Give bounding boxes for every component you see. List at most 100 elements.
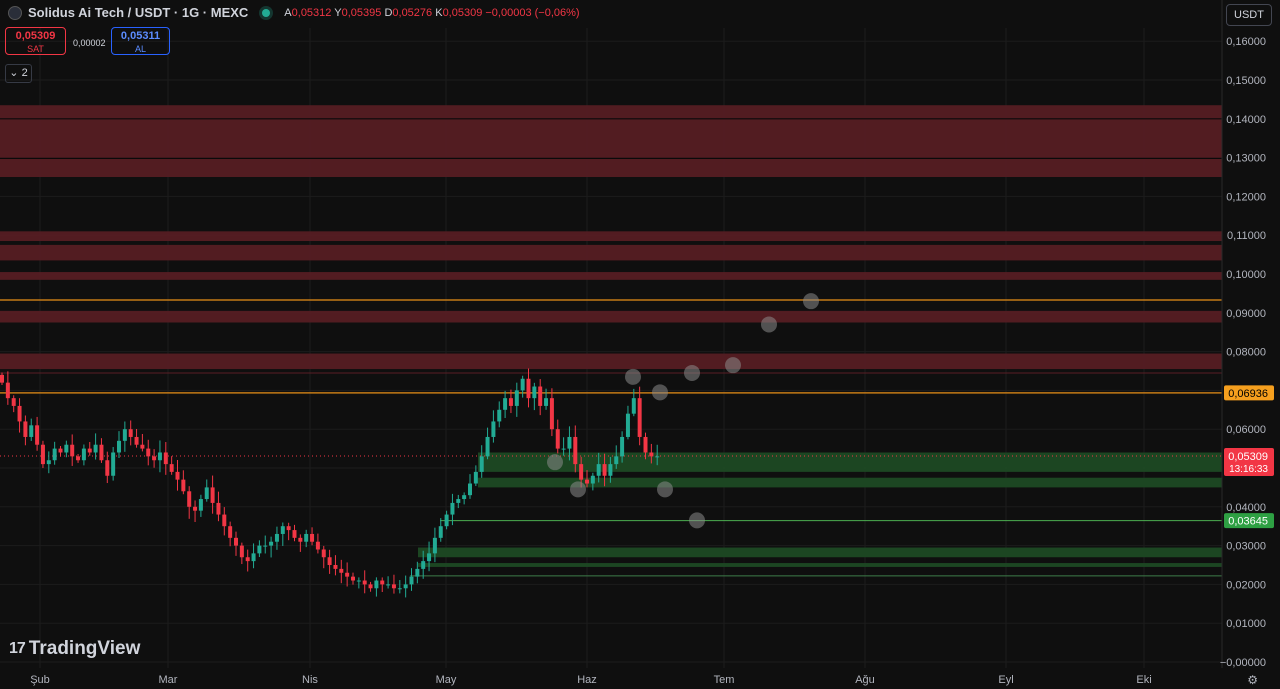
y-tick-label: 0,06000 — [1226, 424, 1266, 436]
candle-body — [117, 440, 121, 453]
buy-button[interactable]: 0,05311 AL — [111, 27, 170, 55]
candle-body — [245, 557, 250, 562]
candle-body — [193, 506, 198, 511]
projection-point — [652, 384, 668, 401]
candle-body — [234, 537, 238, 546]
candle-body — [555, 429, 560, 449]
candle-body — [497, 409, 502, 422]
candle-body — [169, 464, 174, 472]
candle-body — [76, 456, 81, 461]
x-tick-label: Ağu — [855, 674, 875, 686]
last-price-tag-bg — [1224, 448, 1274, 477]
candle-body — [655, 456, 660, 458]
candle-body — [29, 425, 34, 437]
chart-header: Solidus Ai Tech / USDT · 1G · MEXC A0,05… — [8, 5, 580, 20]
candle-body — [438, 526, 443, 538]
candle-body — [351, 576, 355, 581]
candle-body — [315, 541, 320, 550]
candle-body — [251, 553, 256, 562]
candle-body — [87, 448, 92, 453]
candle-body — [181, 479, 186, 492]
candle-body — [485, 436, 490, 457]
candle-body — [649, 452, 654, 457]
projection-point — [803, 293, 819, 310]
projection-point — [657, 481, 673, 498]
candle-body — [380, 580, 385, 585]
candle-body — [105, 460, 110, 476]
tradingview-logo: 17 TradingView — [9, 638, 141, 659]
candle-body — [614, 456, 619, 465]
candle-body — [567, 436, 572, 449]
y-tick-label: 0,03000 — [1226, 541, 1266, 553]
projection-point — [689, 512, 705, 529]
candle-body — [23, 421, 28, 437]
candle-body — [46, 460, 51, 465]
candle-body — [216, 502, 221, 515]
candle-body — [444, 514, 449, 527]
candle-body — [573, 436, 578, 465]
candle-body — [368, 584, 373, 589]
candle-body — [386, 584, 391, 586]
candle-body — [239, 545, 244, 558]
candle-body — [52, 448, 57, 461]
x-tick-label: May — [436, 674, 457, 686]
candle-body — [479, 456, 484, 472]
candle-body — [304, 533, 309, 542]
candle-body — [11, 398, 16, 406]
candle-body — [503, 398, 508, 410]
candle-body — [111, 452, 116, 476]
sell-button[interactable]: 0,05309 SAT — [5, 27, 66, 55]
resistance-zone — [0, 244, 1222, 261]
candle-body — [269, 541, 274, 546]
candle-body — [356, 580, 361, 582]
indicators-toggle[interactable]: ⌄ 2 — [5, 64, 32, 83]
candle-body — [321, 549, 326, 558]
candle-body — [526, 378, 531, 399]
y-tick-label: 0,14000 — [1226, 114, 1266, 126]
candle-body — [187, 491, 192, 507]
support-zone — [478, 452, 1222, 472]
projection-point — [725, 357, 741, 374]
candle-body — [280, 526, 285, 534]
level-label-green-bg — [1224, 513, 1274, 529]
candle-body — [409, 576, 414, 585]
x-tick-label: Haz — [577, 674, 597, 686]
price-axis-background — [1222, 0, 1280, 689]
settings-gear-icon[interactable]: ⚙ — [1247, 673, 1258, 687]
candle-body — [157, 452, 162, 461]
candle-body — [17, 405, 22, 422]
x-tick-label: Eyl — [998, 674, 1013, 686]
y-tick-label: 0,02000 — [1226, 579, 1266, 591]
candle-body — [286, 526, 291, 531]
candle-body — [450, 502, 455, 515]
market-status-icon — [262, 8, 271, 17]
candle-body — [514, 390, 519, 406]
y-tick-label: 0,11000 — [1227, 230, 1266, 242]
y-tick-label: 0,13000 — [1226, 153, 1266, 165]
level-label-green: 0,03645 — [1228, 516, 1268, 528]
candle-body — [152, 456, 157, 461]
candle-body — [532, 386, 537, 399]
candle-body — [134, 436, 139, 445]
candle-body — [35, 425, 40, 445]
candle-body — [274, 533, 279, 542]
x-tick-label: Eki — [1136, 674, 1151, 686]
currency-selector[interactable]: USDT — [1226, 4, 1272, 26]
projection-point — [570, 481, 586, 498]
candle-body — [0, 374, 4, 383]
chevron-down-icon: ⌄ — [9, 67, 19, 79]
candle-body — [620, 436, 625, 457]
projection-point — [684, 364, 700, 381]
level-label-orange: 0,06936 — [1228, 388, 1268, 400]
symbol-title[interactable]: Solidus Ai Tech / USDT · 1G · MEXC — [28, 5, 249, 20]
candle-body — [222, 514, 227, 527]
candle-body — [415, 568, 420, 577]
candle-body — [339, 568, 344, 573]
candle-body — [292, 530, 297, 538]
y-tick-label: 0,04000 — [1226, 502, 1266, 514]
candle-body — [122, 429, 127, 441]
candle-body — [175, 471, 180, 480]
x-tick-label: Tem — [714, 674, 735, 686]
